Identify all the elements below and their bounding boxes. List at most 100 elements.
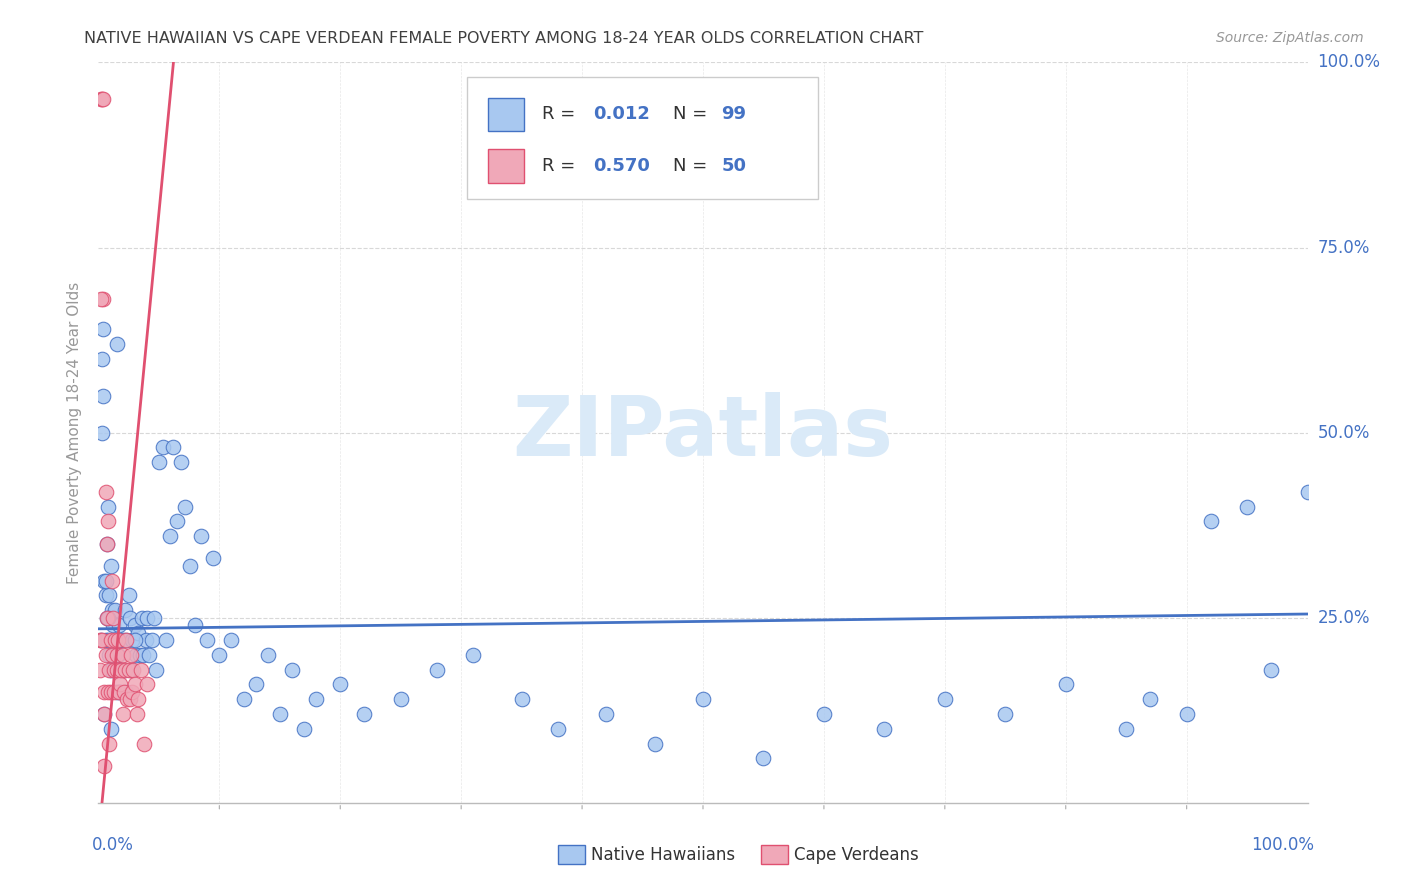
Point (91, 293, 114, 307)
Point (108, 618, 131, 632)
Text: Source: ZipAtlas.com: Source: ZipAtlas.com (1216, 31, 1364, 45)
Point (111, 632, 134, 647)
Point (93, 706, 115, 721)
Point (208, 648, 231, 662)
Text: 50.0%: 50.0% (1317, 424, 1369, 442)
Point (184, 618, 207, 632)
Point (873, 722, 896, 736)
Point (100, 722, 122, 736)
Point (100, 574, 122, 588)
Point (100, 663, 122, 677)
Point (1260, 663, 1282, 677)
Point (104, 632, 127, 647)
Point (89, 663, 111, 677)
Text: 0.0%: 0.0% (93, 836, 134, 855)
Text: 100.0%: 100.0% (1250, 836, 1313, 855)
Point (114, 603, 136, 617)
Point (112, 663, 135, 677)
Point (124, 632, 146, 647)
Point (245, 677, 267, 691)
Point (127, 692, 149, 706)
Point (100, 648, 122, 662)
Point (135, 632, 157, 647)
Point (125, 648, 148, 662)
Point (547, 722, 569, 736)
Point (135, 610, 157, 624)
Point (118, 610, 141, 624)
Point (103, 685, 125, 699)
Point (107, 632, 129, 647)
Point (120, 663, 142, 677)
Point (232, 692, 254, 706)
Text: R =: R = (543, 105, 581, 123)
Point (97, 500, 120, 514)
Point (103, 663, 125, 677)
Point (122, 663, 145, 677)
Point (389, 692, 412, 706)
Point (94, 632, 117, 647)
Point (94, 648, 117, 662)
Point (134, 737, 156, 751)
Point (108, 677, 131, 691)
Point (131, 610, 153, 624)
Point (256, 648, 278, 662)
Bar (558, 846, 585, 863)
Bar (761, 846, 787, 863)
Text: 75.0%: 75.0% (1317, 238, 1369, 257)
Point (93, 685, 115, 699)
Point (91, 92, 114, 106)
Point (118, 589, 141, 603)
Point (148, 455, 170, 469)
Point (138, 648, 160, 662)
Point (91, 351, 114, 366)
Point (155, 632, 177, 647)
Point (97, 632, 120, 647)
Point (104, 603, 127, 617)
Point (96, 610, 118, 624)
Point (426, 663, 449, 677)
Point (1296, 484, 1319, 499)
Point (105, 685, 128, 699)
Point (202, 551, 225, 566)
Point (105, 648, 128, 662)
Point (121, 632, 143, 647)
Point (179, 558, 201, 573)
Text: ZIPatlas: ZIPatlas (513, 392, 893, 473)
Point (96, 536, 118, 550)
Point (692, 692, 714, 706)
Point (111, 648, 134, 662)
Text: Cape Verdeans: Cape Verdeans (794, 846, 918, 863)
Point (90, 293, 112, 307)
Point (1236, 500, 1258, 514)
Point (98, 648, 121, 662)
Point (117, 692, 139, 706)
Point (269, 706, 291, 721)
Text: 50: 50 (721, 157, 747, 175)
Point (93, 706, 115, 721)
Point (107, 648, 129, 662)
Point (141, 632, 163, 647)
Text: 100.0%: 100.0% (1317, 54, 1381, 71)
Point (595, 706, 617, 721)
Point (162, 441, 184, 455)
Point (93, 758, 115, 772)
Point (1199, 515, 1222, 529)
Point (120, 648, 142, 662)
Point (1175, 706, 1198, 721)
Text: NATIVE HAWAIIAN VS CAPE VERDEAN FEMALE POVERTY AMONG 18-24 YEAR OLDS CORRELATION: NATIVE HAWAIIAN VS CAPE VERDEAN FEMALE P… (84, 31, 924, 46)
Point (91, 92, 114, 106)
Point (124, 618, 146, 632)
Point (510, 692, 533, 706)
Point (190, 529, 212, 543)
Point (108, 685, 131, 699)
Point (1054, 677, 1077, 691)
Point (281, 663, 304, 677)
Point (105, 336, 128, 351)
Point (644, 737, 666, 751)
Point (121, 685, 143, 699)
Text: 25.0%: 25.0% (1317, 608, 1369, 627)
Point (91, 322, 114, 336)
Point (90, 92, 112, 106)
Point (100, 603, 122, 617)
Point (112, 685, 135, 699)
